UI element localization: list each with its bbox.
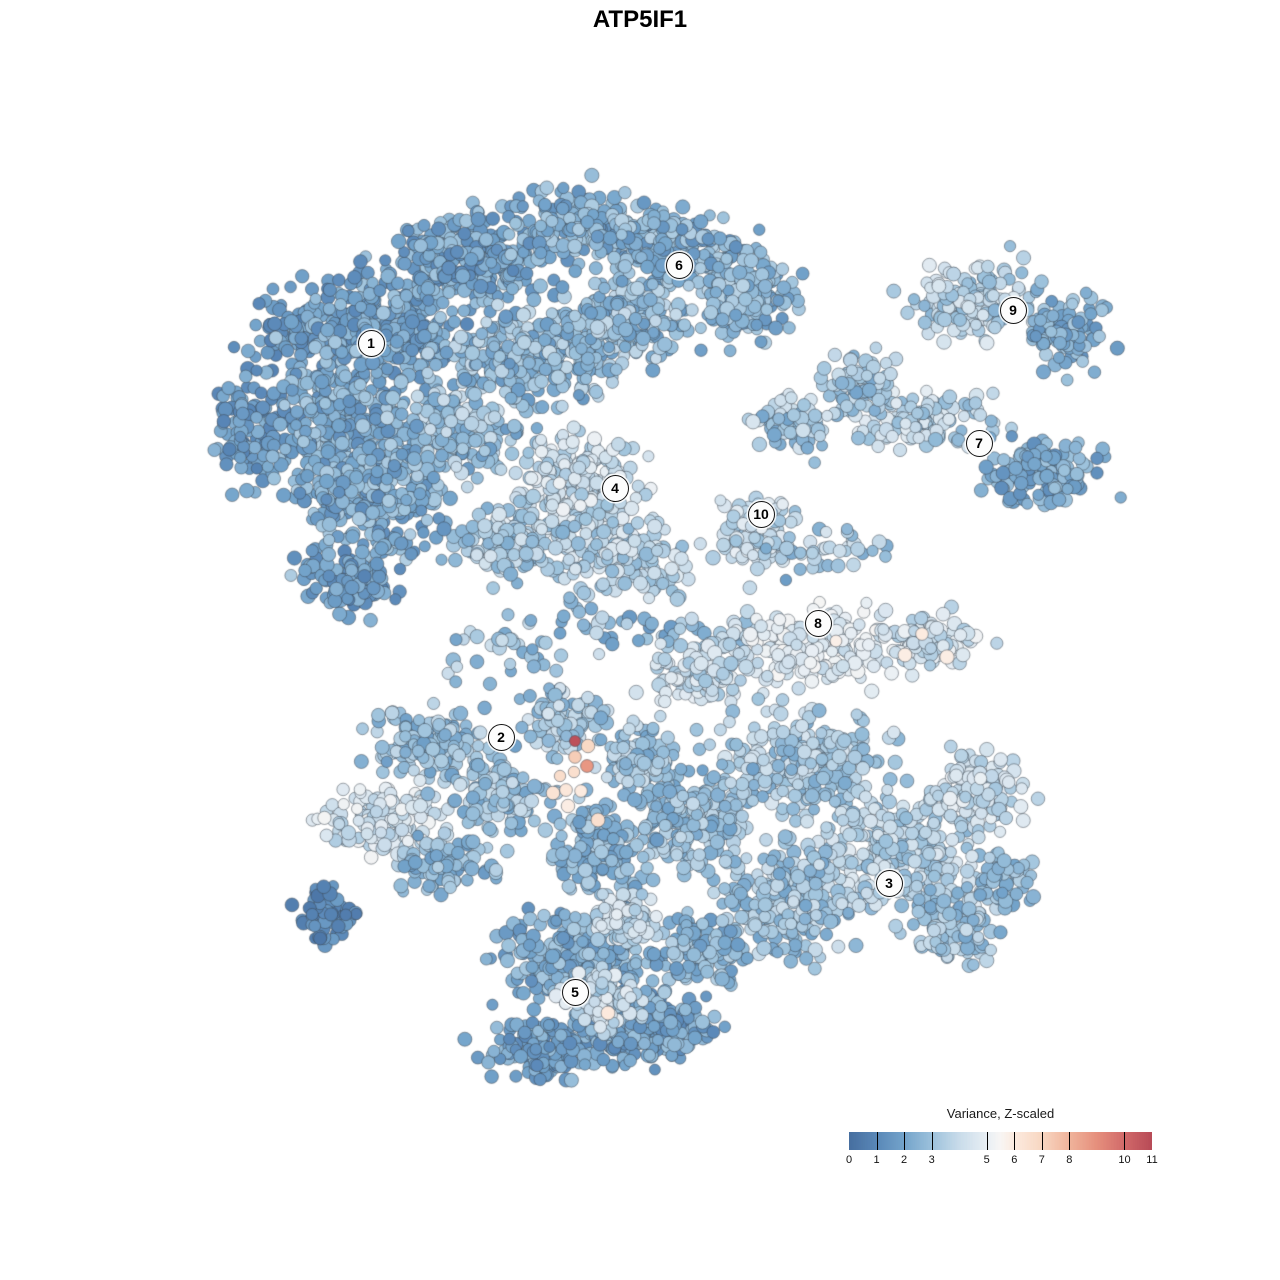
colorbar-tick-line-2 bbox=[904, 1132, 906, 1150]
colorbar-tick-label-10: 10 bbox=[1118, 1154, 1131, 1166]
cluster-label-2: 2 bbox=[487, 723, 515, 751]
colorbar-gradient bbox=[849, 1132, 1152, 1150]
cluster-label-6: 6 bbox=[665, 251, 693, 279]
cluster-label-4: 4 bbox=[601, 474, 629, 502]
colorbar-tick-label-6: 6 bbox=[1011, 1154, 1018, 1166]
cluster-label-10: 10 bbox=[747, 500, 775, 528]
legend-title: Variance, Z-scaled bbox=[946, 1106, 1055, 1121]
cluster-label-8: 8 bbox=[804, 609, 832, 637]
cluster-label-3: 3 bbox=[875, 869, 903, 897]
colorbar-tick-line-5 bbox=[986, 1132, 988, 1150]
colorbar-tick-label-8: 8 bbox=[1066, 1154, 1073, 1166]
colorbar-tick-label-3: 3 bbox=[928, 1154, 935, 1166]
colorbar-tick-label-11: 11 bbox=[1146, 1154, 1158, 1166]
cluster-label-7: 7 bbox=[965, 429, 993, 457]
colorbar-gradient-canvas bbox=[849, 1132, 1152, 1150]
colorbar-tick-line-7 bbox=[1041, 1132, 1043, 1150]
colorbar-tick-line-1 bbox=[876, 1132, 878, 1150]
colorbar-tick-line-3 bbox=[931, 1132, 933, 1150]
colorbar-tick-label-7: 7 bbox=[1038, 1154, 1045, 1166]
colorbar-tick-line-6 bbox=[1014, 1132, 1016, 1150]
colorbar-tick-label-0: 0 bbox=[845, 1154, 853, 1166]
colorbar-legend: Variance, Z-scaled 0 1 2 3 5 6 7 8 10 11 bbox=[845, 1106, 1158, 1170]
cluster-label-9: 9 bbox=[999, 296, 1027, 324]
colorbar-tick-label-1: 1 bbox=[873, 1154, 880, 1166]
colorbar-tick-label-5: 5 bbox=[983, 1154, 990, 1166]
colorbar-tick-label-2: 2 bbox=[901, 1154, 908, 1166]
cluster-label-5: 5 bbox=[561, 978, 589, 1006]
plot-title: ATP5IF1 bbox=[592, 6, 688, 33]
colorbar-tick-line-10 bbox=[1124, 1132, 1126, 1150]
colorbar-tick-line-8 bbox=[1069, 1132, 1071, 1150]
cluster-label-1: 1 bbox=[357, 329, 385, 357]
